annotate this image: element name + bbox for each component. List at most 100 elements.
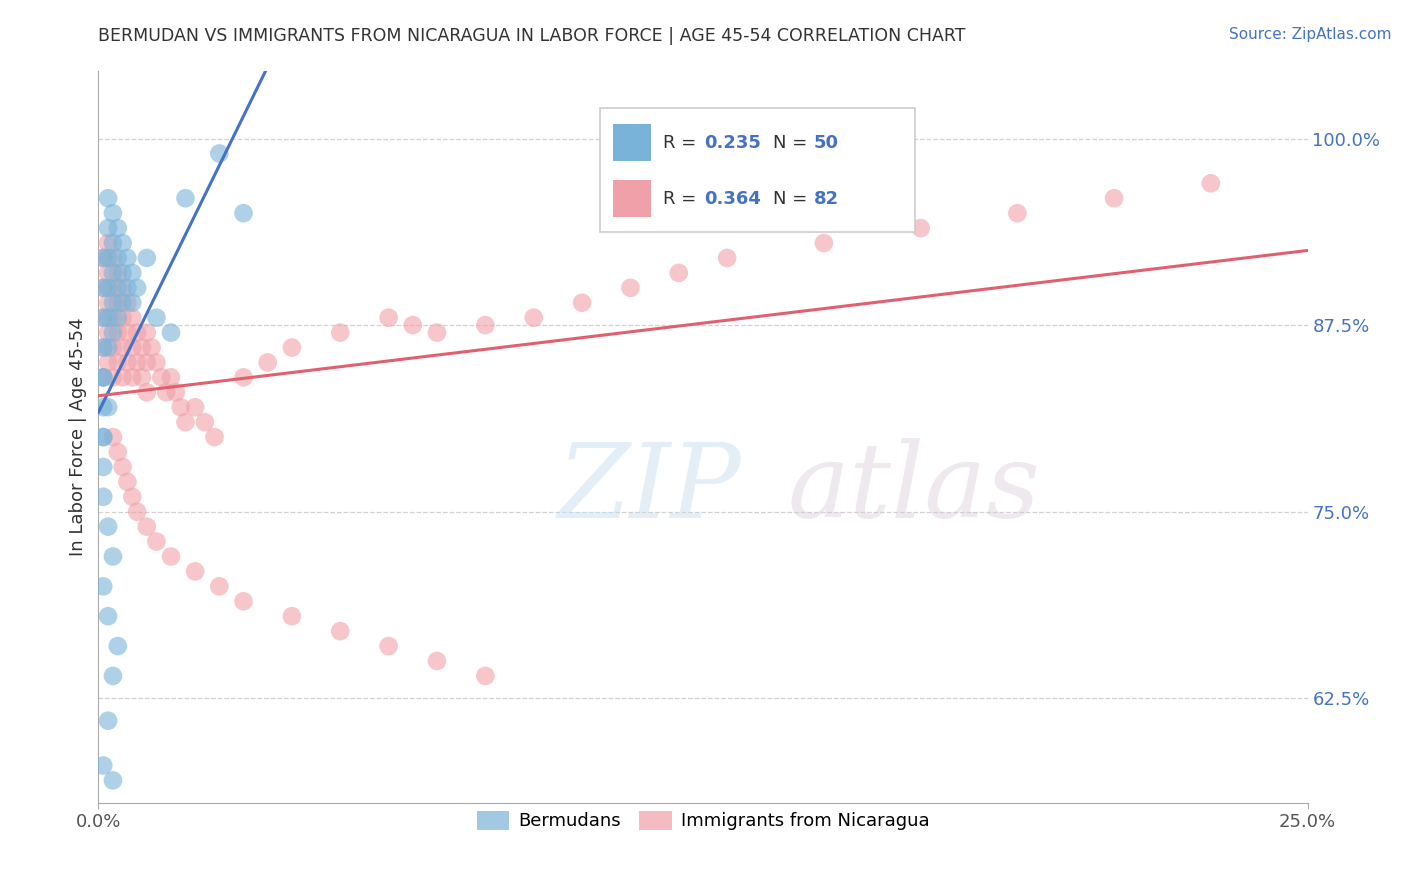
Point [97,266,120,280]
Point [97,326,120,340]
Text: BERMUDAN VS IMMIGRANTS FROM NICARAGUA IN LABOR FORCE | AGE 45-54 CORRELATION CHA: BERMUDAN VS IMMIGRANTS FROM NICARAGUA IN… [98,27,966,45]
Point [402,318,425,332]
Point [97,609,120,624]
Point [184,401,207,415]
Point [117,326,139,340]
Point [377,639,399,653]
Point [91,459,114,474]
Y-axis label: In Labor Force | Age 45-54: In Labor Force | Age 45-54 [69,318,87,557]
Point [208,579,231,593]
Point [474,318,496,332]
Point [97,235,120,250]
Point [426,654,449,668]
Text: ZIP: ZIP [558,438,741,539]
Point [91,401,114,415]
Point [619,281,641,295]
Point [91,370,114,384]
Point [232,594,254,608]
Point [91,281,114,295]
Point [101,251,124,265]
Point [101,370,124,384]
Point [208,146,231,161]
Point [121,266,143,280]
Point [571,295,593,310]
Point [141,341,163,355]
Point [281,341,304,355]
Point [117,295,139,310]
Point [97,355,120,369]
Point [127,281,149,295]
Point [101,773,124,788]
Point [91,370,114,384]
Point [97,310,120,325]
Point [107,310,129,325]
Point [135,385,157,400]
Legend: Bermudans, Immigrants from Nicaragua: Bermudans, Immigrants from Nicaragua [470,804,936,838]
Point [668,266,690,280]
Point [131,341,153,355]
Point [169,401,191,415]
Point [91,430,114,444]
Point [135,251,157,265]
Point [377,310,399,325]
Point [111,370,134,384]
Point [97,221,120,235]
Point [121,310,143,325]
Point [91,579,114,593]
Point [145,534,167,549]
Point [101,266,124,280]
Point [160,549,183,564]
Point [101,310,124,325]
Point [91,251,114,265]
Point [1102,191,1125,205]
Point [121,490,143,504]
Point [101,206,124,220]
Point [101,341,124,355]
Point [97,295,120,310]
Point [1199,177,1222,191]
Point [131,370,153,384]
Point [107,221,129,235]
Point [107,326,129,340]
Point [111,459,134,474]
Point [1007,206,1029,220]
Point [117,281,139,295]
Point [135,326,157,340]
Point [910,221,932,235]
Point [155,385,177,400]
Text: Source: ZipAtlas.com: Source: ZipAtlas.com [1229,27,1392,42]
Point [194,415,217,429]
Point [107,266,129,280]
Point [117,475,139,489]
Point [111,310,134,325]
Point [101,669,124,683]
Point [150,370,173,384]
Point [174,415,197,429]
Point [91,251,114,265]
Point [101,326,124,340]
Point [184,565,207,579]
Point [111,235,134,250]
Point [91,281,114,295]
Point [121,295,143,310]
Point [121,341,143,355]
Point [127,505,149,519]
Point [107,281,129,295]
Point [107,445,129,459]
Point [111,266,134,280]
Point [160,370,183,384]
Point [232,370,254,384]
Point [97,191,120,205]
Point [91,370,114,384]
Point [145,355,167,369]
Point [107,251,129,265]
Point [329,624,352,639]
Point [101,295,124,310]
Point [160,326,183,340]
Point [135,355,157,369]
Point [97,251,120,265]
Point [107,639,129,653]
Point [426,326,449,340]
Point [107,295,129,310]
Point [117,251,139,265]
